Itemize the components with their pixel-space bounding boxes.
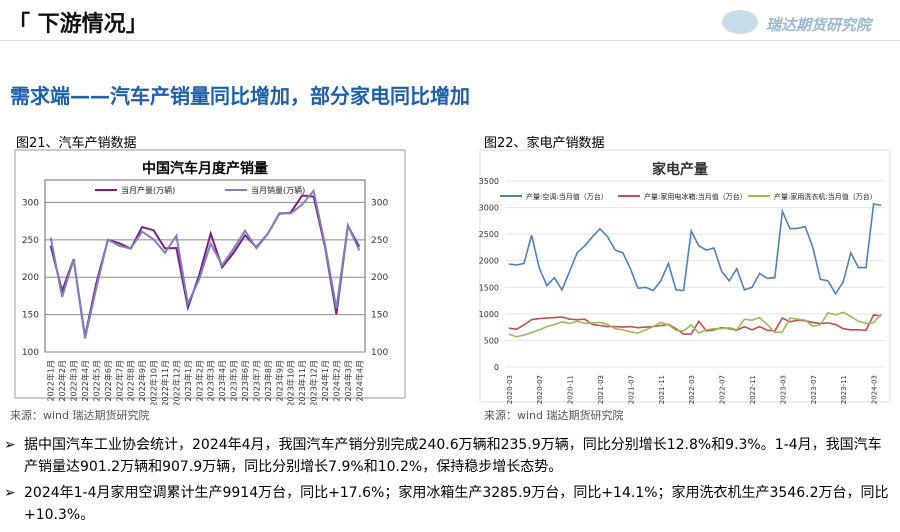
x-tick-label: 2022年4月 (80, 360, 90, 401)
x-tick-label: 2024年2月 (331, 360, 341, 401)
series-line (49, 188, 361, 339)
x-tick-label: 2020-07 (536, 375, 544, 404)
x-tick-label: 2023年12月 (309, 360, 319, 405)
y-tick-label: 0 (494, 363, 499, 372)
x-tick-label: 2022年6月 (103, 360, 113, 401)
chart-title: 中国汽车月度产销量 (142, 160, 268, 177)
x-tick-label: 2022年3月 (69, 360, 79, 401)
x-tick-label: 2023年6月 (240, 360, 250, 401)
x-tick-label: 2024年4月 (354, 360, 364, 401)
divider (0, 40, 900, 41)
x-tick-label: 2023年9月 (274, 360, 284, 401)
y2-tick-label: 200 (371, 273, 388, 283)
x-tick-label: 2022年8月 (126, 360, 136, 401)
series-line (508, 314, 882, 335)
y-tick-label: 150 (22, 311, 39, 321)
x-tick-label: 2022年7月 (114, 360, 124, 401)
source: 来源：wind 瑞达期货研究院 (10, 409, 150, 422)
legend-label: 产量:家用电冰箱:当月值（万台） (644, 192, 747, 201)
x-tick-label: 2022年1月 (46, 360, 56, 401)
header: 「 下游情况」 (8, 12, 148, 37)
x-tick-label: 2023年2月 (194, 360, 204, 401)
x-tick-label: 2022-07 (719, 375, 727, 404)
y-tick-label: 1000 (479, 310, 499, 319)
y-tick-label: 100 (22, 348, 39, 358)
legend-label: 产量:空调:当月值（万台） (526, 192, 608, 201)
x-tick-label: 2022年9月 (137, 360, 147, 401)
series-line (508, 202, 882, 296)
legend-label: 当月产量(万辆) (121, 185, 175, 195)
x-tick-label: 2024-03 (871, 375, 879, 404)
chart-title: 家电产量 (652, 161, 708, 178)
legend-label: 产量:家用洗衣机:当月值（万台） (774, 192, 877, 201)
x-tick-label: 2021-07 (627, 375, 635, 404)
bullet: ➢ 据中国汽车工业协会统计，2024年4月，我国汽车产销分别完成240.6万辆和2… (4, 434, 894, 478)
x-tick-label: 2020-11 (567, 375, 575, 404)
y-tick-label: 2000 (479, 257, 499, 266)
x-tick-label: 2020-03 (506, 375, 514, 404)
bullets: ➢ 据中国汽车工业协会统计，2024年4月，我国汽车产销分别完成240.6万辆和2… (4, 434, 894, 526)
source: 来源：wind 瑞达期货研究院 (484, 409, 624, 422)
x-tick-label: 2022年2月 (57, 360, 67, 401)
charts: 中国汽车月度产销量 家电产量 100 150 200 250 300 100 150 200 2… (14, 149, 891, 405)
x-tick-label: 2022年11月 (160, 360, 170, 405)
x-tick-label: 2021-11 (658, 375, 666, 404)
x-tick-label: 2023年11月 (297, 360, 307, 405)
x-tick-label: 2022年12月 (171, 360, 181, 405)
y-tick-label: 3000 (479, 204, 499, 213)
x-tick-label: 2023-07 (810, 375, 818, 404)
x-tick-label: 2023年1月 (183, 360, 193, 401)
y2-tick-label: 300 (371, 198, 388, 208)
y-tick-label: 3500 (479, 177, 499, 186)
y-tick-label: 1500 (479, 283, 499, 292)
x-tick-label: 2023-11 (840, 375, 848, 404)
y2-tick-label: 150 (371, 311, 388, 321)
bullet: ➢ 2024年1-4月家用空调累计生产9914万台，同比+17.6%；家用冰箱生产… (4, 482, 894, 526)
x-tick-label: 2023-03 (779, 375, 787, 404)
series-line (508, 311, 882, 338)
logo-text: 瑞达期货研究院 (766, 16, 872, 34)
y-tick-label: 200 (22, 273, 39, 283)
x-tick-label: 2022-11 (749, 375, 757, 404)
x-tick-label: 2023年4月 (217, 360, 227, 401)
y-tick-label: 250 (22, 236, 39, 246)
y-tick-label: 2500 (479, 230, 499, 239)
x-tick-label: 2023年10月 (286, 360, 296, 405)
subtitle: 需求端——汽车产销量同比增加，部分家电同比增加 (10, 84, 470, 108)
bullet-text: 据中国汽车工业协会统计，2024年4月，我国汽车产销分别完成240.6万辆和23… (24, 437, 882, 475)
x-tick-label: 2022年10月 (149, 360, 159, 405)
x-tick-label: 2022年5月 (91, 360, 101, 401)
y2-tick-label: 100 (371, 348, 388, 358)
x-tick-label: 2022-03 (688, 375, 696, 404)
x-tick-label: 2021-03 (597, 375, 605, 404)
x-tick-label: 2023年3月 (206, 360, 216, 401)
x-tick-label: 2024年1月 (320, 360, 330, 401)
header-title: 下游情况 (37, 12, 126, 37)
x-tick-label: 2023年8月 (263, 360, 273, 401)
x-tick-label: 2024年3月 (343, 360, 353, 401)
figure-caption: 图22、家电产销数据 (484, 136, 605, 151)
x-tick-label: 2023年5月 (229, 360, 239, 401)
chart-frame (14, 149, 406, 399)
x-tick-label: 2023年7月 (251, 360, 261, 401)
figure-caption: 图21、汽车产销数据 (16, 136, 137, 151)
legend-label: 当月销量(万辆) (251, 185, 305, 195)
y2-tick-label: 250 (371, 236, 388, 246)
logo-icon (722, 10, 758, 34)
bullet-text: 2024年1-4月家用空调累计生产9914万台，同比+17.6%；家用冰箱生产3… (24, 485, 889, 523)
y-tick-label: 300 (22, 198, 39, 208)
y-tick-label: 500 (484, 336, 499, 345)
